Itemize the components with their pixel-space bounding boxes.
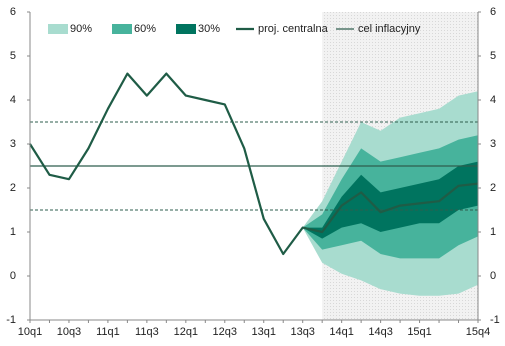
y-tick-label: -1 [6,314,16,326]
x-tick-label: 15q4 [466,326,490,338]
x-tick-label: 12q3 [213,326,237,338]
y-tick-label: 3 [10,138,16,150]
legend-label: cel inflacyjny [358,23,421,35]
legend-label: proj. centralna [258,23,329,35]
fan-band [302,161,478,239]
legend-label: 90% [70,23,92,35]
y2-tick-label: 4 [490,94,496,106]
y2-tick-label: 2 [490,182,496,194]
y2-tick-label: 1 [490,226,496,238]
legend-swatch [48,24,68,34]
x-tick-label: 10q1 [18,326,42,338]
y-tick-label: 4 [10,94,16,106]
y2-tick-label: 5 [490,50,496,62]
x-tick-label: 11q1 [96,326,120,338]
x-tick-label: 10q3 [57,326,81,338]
y-tick-label: 1 [10,226,16,238]
x-tick-label: 15q1 [407,326,431,338]
legend-swatch [176,24,196,34]
y2-tick-label: -1 [490,314,500,326]
y-tick-label: 6 [10,6,16,18]
y-tick-label: 5 [10,50,16,62]
y2-tick-label: 0 [490,270,496,282]
y-tick-label: 0 [10,270,16,282]
y2-tick-label: 3 [490,138,496,150]
y-tick-label: 2 [10,182,16,194]
x-tick-label: 13q3 [290,326,314,338]
central-line [29,72,479,256]
y2-tick-label: 6 [490,6,496,18]
x-tick-label: 11q3 [135,326,159,338]
x-tick-label: 12q1 [174,326,198,338]
x-tick-label: 13q1 [251,326,275,338]
legend-swatch [112,24,132,34]
legend-label: 30% [198,23,220,35]
x-tick-label: 14q1 [329,326,353,338]
x-tick-label: 14q3 [368,326,392,338]
legend-label: 60% [134,23,156,35]
